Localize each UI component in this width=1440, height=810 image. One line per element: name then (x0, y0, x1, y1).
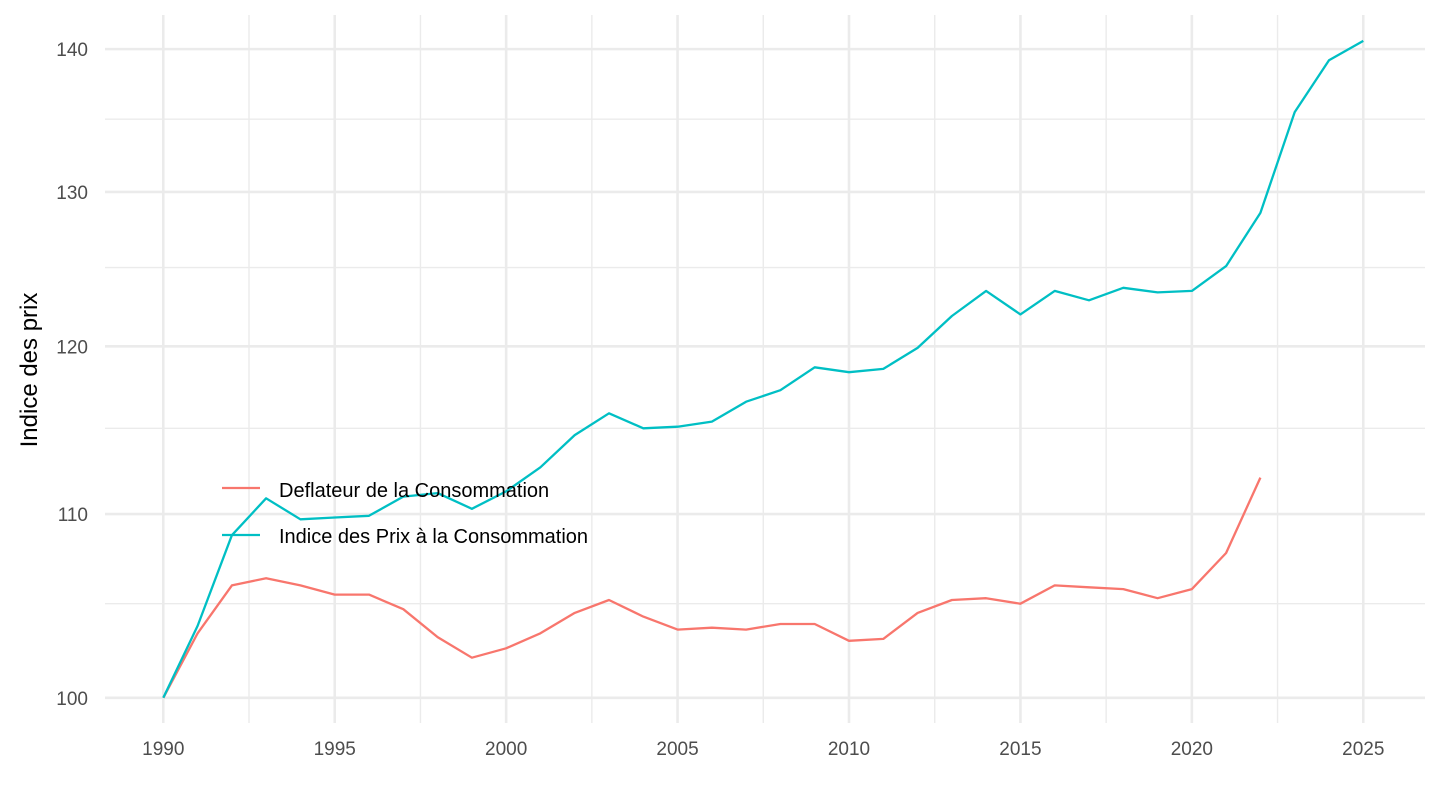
y-axis-title: Indice des prix (16, 293, 43, 448)
x-tick-label: 2005 (656, 739, 698, 760)
minor-gridlines-y (105, 118, 1425, 605)
legend-label-deflateur: Deflateur de la Consommation (279, 480, 549, 502)
y-tick-label: 140 (56, 40, 88, 61)
series-line-ipc (162, 39, 1364, 699)
y-tick-label: 110 (58, 505, 88, 526)
minor-gridlines-x (248, 15, 1279, 723)
y-tick-label: 120 (56, 337, 88, 358)
x-tick-label: 2000 (485, 739, 527, 760)
legend: Deflateur de la Consommation Indice des … (222, 480, 588, 548)
legend-label-ipc: Indice des Prix à la Consommation (279, 526, 588, 548)
x-tick-label: 1995 (314, 739, 356, 760)
x-tick-label: 2020 (1171, 739, 1213, 760)
series-layer (162, 39, 1364, 699)
x-tick-label: 2010 (828, 739, 870, 760)
y-tick-label: 130 (56, 183, 88, 204)
x-axis-tick-labels: 1990 1995 2000 2005 2010 2015 2020 2025 (142, 739, 1384, 760)
x-tick-label: 2025 (1342, 739, 1384, 760)
major-gridlines-x (161, 15, 1365, 723)
y-tick-label: 100 (56, 689, 88, 710)
x-tick-label: 1990 (142, 739, 184, 760)
major-gridlines-y (105, 47, 1425, 700)
x-tick-label: 2015 (999, 739, 1041, 760)
y-axis-tick-labels: 100 110 120 130 140 (56, 40, 88, 710)
series-line-deflateur (162, 477, 1262, 699)
